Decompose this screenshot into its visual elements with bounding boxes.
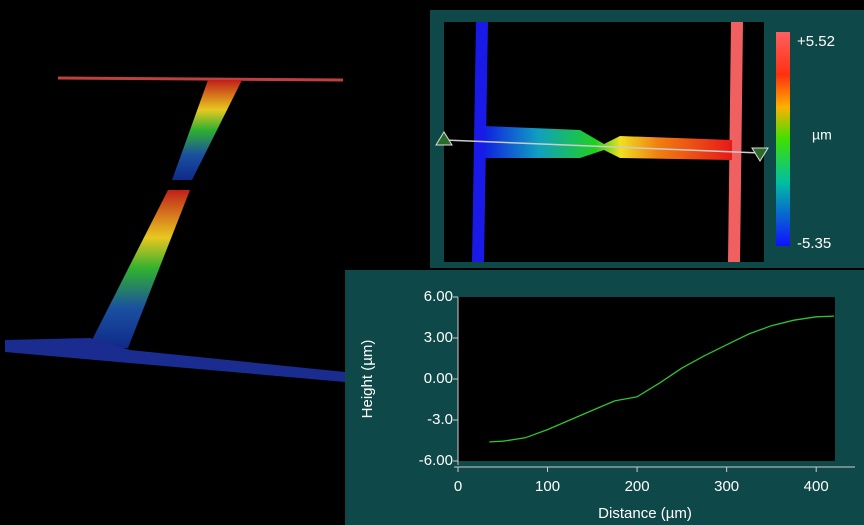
- colorbar-max: +5.52: [797, 33, 835, 50]
- x-tick-label: 400: [804, 478, 829, 495]
- beam-upper: [172, 80, 242, 180]
- y-tick-label: -6.00: [419, 452, 453, 469]
- profile-curve: [489, 315, 835, 443]
- y-tick-label: 6.00: [424, 288, 453, 305]
- x-axis-label: Distance (µm): [598, 505, 692, 522]
- x-tick-label: 200: [625, 478, 650, 495]
- y-axis-label: Height (µm): [359, 340, 376, 419]
- plot-area: [458, 297, 835, 461]
- marker-start: [435, 131, 453, 146]
- x-tick-label: 100: [535, 478, 560, 495]
- top-rail: [57, 76, 344, 82]
- colorbar: [776, 32, 790, 246]
- colorbar-min: -5.35: [797, 235, 831, 252]
- y-tick-label: -3.0: [427, 411, 453, 428]
- bottom-rail: [5, 338, 345, 382]
- 3d-view: [5, 76, 345, 382]
- right-pad: [728, 22, 743, 262]
- x-tick-label: 300: [714, 478, 739, 495]
- colorbar-unit: µm: [812, 127, 832, 143]
- y-tick-label: 3.00: [424, 329, 453, 346]
- beam-lower: [88, 190, 190, 348]
- profile-line: [443, 139, 761, 154]
- y-tick-label: 0.00: [424, 370, 453, 387]
- marker-end: [751, 147, 769, 162]
- x-tick-label: 0: [454, 478, 462, 495]
- bridge: [484, 126, 732, 160]
